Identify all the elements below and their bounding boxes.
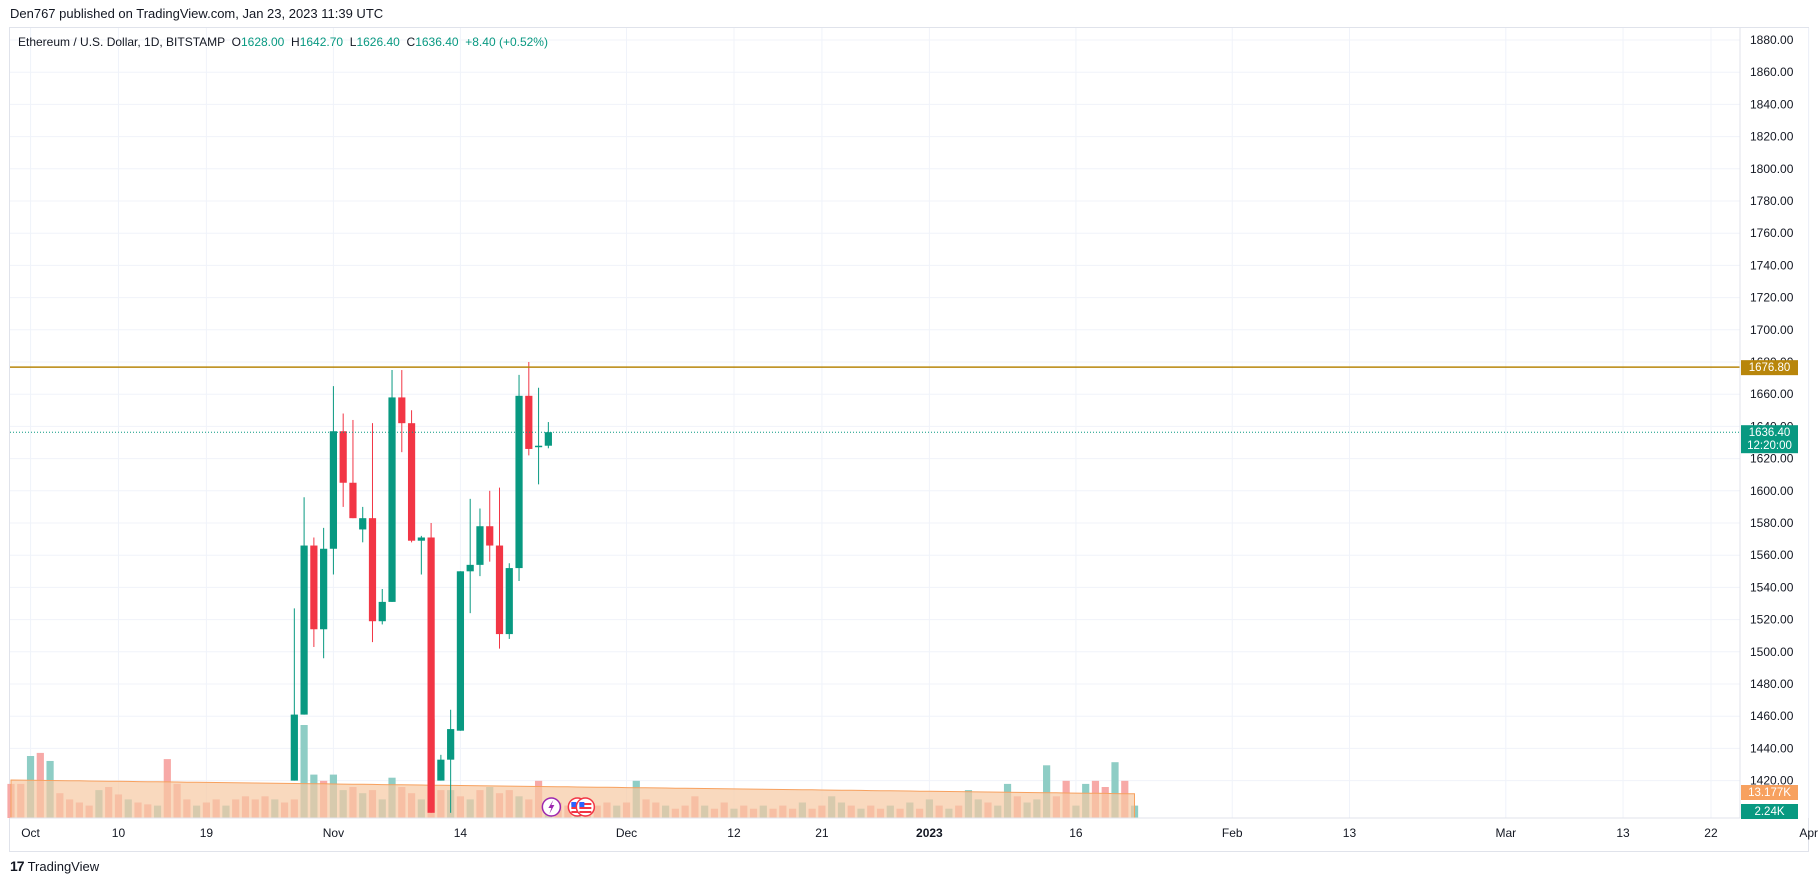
last-price-tag-text: 12:20:00: [1747, 440, 1792, 452]
footer-brand[interactable]: 17 TradingView: [10, 858, 99, 874]
publish-info: Den767 published on TradingView.com, Jan…: [10, 6, 384, 21]
time-tick-label: 19: [200, 826, 214, 840]
high-label: H: [291, 35, 300, 49]
time-tick-label: Oct: [21, 826, 40, 840]
time-tick-label: 12: [727, 826, 741, 840]
volume-max-tag: [1741, 785, 1798, 800]
time-tick-label: 13: [1343, 826, 1357, 840]
symbol-legend: Ethereum / U.S. Dollar, 1D, BITSTAMP O16…: [18, 35, 548, 49]
candle-body: [339, 431, 347, 483]
price-tick-label: 1720.00: [1750, 291, 1794, 305]
candle-body: [505, 568, 513, 635]
low-value: 1626.40: [356, 35, 400, 49]
price-tick-label: 1440.00: [1750, 741, 1794, 755]
high-value: 1642.70: [299, 35, 344, 49]
volume-ma-tag-text: 2.24K: [1754, 806, 1784, 818]
candle-body: [378, 601, 386, 622]
level-price-tag: [1741, 360, 1798, 376]
candle-body: [310, 545, 318, 630]
close-value: 1636.40: [415, 35, 459, 49]
price-tick-label: 1660.00: [1750, 387, 1794, 401]
price-tick-label: 1700.00: [1750, 323, 1794, 337]
time-tick-label: Apr: [1799, 826, 1818, 840]
price-tick-label: 1520.00: [1750, 613, 1794, 627]
candle-body: [427, 537, 435, 813]
volume-bar: [1111, 762, 1119, 818]
price-tick-label: 1480.00: [1750, 677, 1794, 691]
price-tick-label: 1600.00: [1750, 484, 1794, 498]
candle-body: [525, 395, 533, 449]
price-tick-label: 1560.00: [1750, 548, 1794, 562]
time-tick-label: 22: [1704, 826, 1718, 840]
time-tick-label: Mar: [1495, 826, 1516, 840]
time-tick-label: 10: [112, 826, 126, 840]
open-value: 1628.00: [240, 35, 285, 49]
candle-body: [290, 714, 298, 781]
close-label: C: [406, 35, 416, 49]
candle-body: [476, 526, 484, 565]
time-tick-label: Nov: [323, 826, 344, 840]
candle-body: [300, 545, 308, 715]
low-label: L: [349, 35, 357, 49]
open-label: O: [231, 35, 241, 49]
volume-ma-tag: [1741, 804, 1798, 819]
symbol-title: Ethereum / U.S. Dollar, 1D, BITSTAMP: [18, 35, 225, 49]
candle-body: [368, 518, 377, 622]
candle-body: [437, 759, 445, 781]
candle-body: [534, 445, 543, 448]
price-tick-label: 1860.00: [1750, 65, 1794, 79]
candle-body: [398, 397, 406, 424]
candle-body: [447, 729, 455, 760]
candle-body: [407, 423, 416, 541]
price-tick-label: 1840.00: [1750, 97, 1794, 111]
level-price-tag-text: 1676.80: [1749, 362, 1791, 374]
candle-body: [329, 431, 338, 549]
time-tick-label: 21: [815, 826, 829, 840]
candle-body: [456, 571, 465, 731]
candle-body: [349, 482, 357, 519]
event-icons: [541, 797, 596, 817]
time-tick-label: Dec: [616, 826, 637, 840]
price-tick-label: 1780.00: [1750, 194, 1794, 208]
candle-body: [515, 395, 523, 569]
time-tick-label: 13: [1616, 826, 1630, 840]
time-tick-label: Feb: [1222, 826, 1243, 840]
chart-grid: [10, 28, 1810, 818]
tradingview-logo-icon: 17: [10, 858, 25, 874]
candle-body: [544, 432, 552, 446]
price-tick-label: 1460.00: [1750, 709, 1794, 723]
last-price-tag-text: 1636.40: [1749, 427, 1791, 439]
candle-body: [495, 545, 504, 635]
volume-max-tag-text: 13.177K: [1748, 787, 1791, 799]
time-tick-label: 2023: [916, 826, 943, 840]
price-tick-label: 1760.00: [1750, 226, 1794, 240]
price-tick-label: 1820.00: [1750, 130, 1794, 144]
price-tick-label: 1620.00: [1750, 452, 1794, 466]
last-price-tag: [1741, 425, 1798, 454]
change-value: +8.40 (+0.52%): [465, 35, 548, 49]
brand-name: TradingView: [27, 858, 100, 874]
price-tick-label: 1880.00: [1750, 33, 1794, 47]
candle-body: [466, 564, 474, 572]
price-tick-label: 1420.00: [1750, 774, 1794, 788]
candle-body: [486, 526, 494, 546]
price-axis: 1880.00 1860.00 1840.00 1820.00 1800.00 1780.…: [1739, 28, 1794, 818]
time-tick-label: 14: [454, 826, 468, 840]
candle-body: [417, 537, 425, 541]
candle-body: [388, 397, 396, 602]
candlesticks: [290, 362, 552, 813]
volume-bar: [1043, 765, 1051, 818]
time-axis: Oct 10 19 Nov 14 Dec 12 21 2023 16 Feb 13 Mar 13 22 Apr: [10, 817, 1818, 840]
time-tick-label: 16: [1069, 826, 1083, 840]
price-tick-label: 1800.00: [1750, 162, 1794, 176]
price-tick-label: 1740.00: [1750, 258, 1794, 272]
candle-body: [320, 548, 328, 630]
candle-body: [359, 518, 367, 530]
price-tick-label: 1540.00: [1750, 580, 1794, 594]
price-tick-label: 1580.00: [1750, 516, 1794, 530]
volume-bar: [300, 725, 308, 818]
price-tick-label: 1500.00: [1750, 645, 1794, 659]
